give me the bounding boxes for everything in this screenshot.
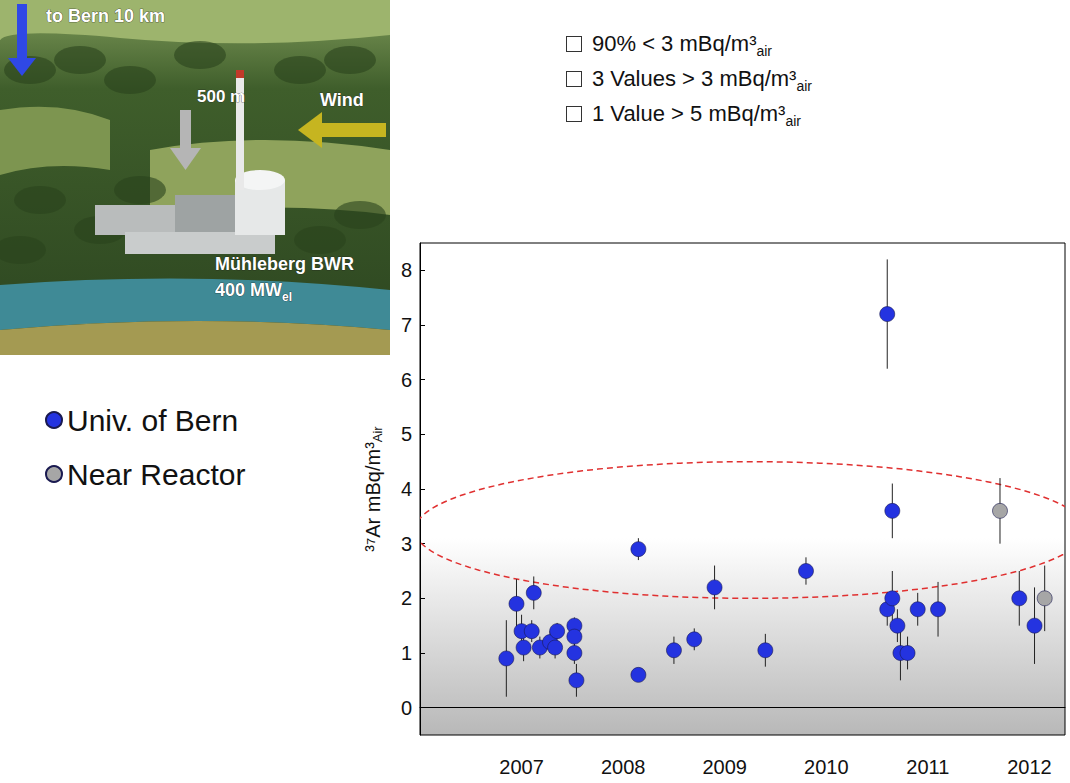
svg-text:2012: 2012 (1007, 756, 1052, 778)
svg-text:³⁷Ar mBq/m³: ³⁷Ar mBq/m³ (362, 442, 384, 552)
svg-text:500 m: 500 m (197, 87, 245, 106)
svg-text:Univ. of Bern: Univ. of Bern (67, 404, 238, 437)
svg-text:Air: Air (370, 426, 385, 443)
svg-text:1: 1 (401, 642, 412, 664)
svg-text:2010: 2010 (804, 756, 849, 778)
svg-text:to Bern 10 km: to Bern 10 km (46, 6, 165, 26)
svg-text:8: 8 (401, 259, 412, 281)
svg-text:Mühleberg BWR: Mühleberg BWR (215, 254, 354, 274)
svg-text:7: 7 (401, 314, 412, 336)
svg-text:2008: 2008 (601, 756, 646, 778)
svg-text:0: 0 (401, 697, 412, 719)
svg-text:Wind: Wind (320, 90, 364, 110)
svg-text:2011: 2011 (906, 756, 949, 778)
html-text:3 Values > 3 mBq/m³air: 3 Values > 3 mBq/m³air (592, 66, 812, 95)
svg-text:Near Reactor: Near Reactor (67, 458, 245, 491)
html-text:90% < 3 mBq/m³air: 90% < 3 mBq/m³air (592, 31, 772, 60)
svg-text:2: 2 (401, 587, 412, 609)
html-text:1 Value > 5 mBq/m³air: 1 Value > 5 mBq/m³air (592, 101, 801, 130)
svg-text:2007: 2007 (499, 756, 544, 778)
svg-text:2009: 2009 (702, 756, 747, 778)
svg-text:4: 4 (401, 478, 412, 500)
svg-text:3: 3 (401, 533, 412, 555)
svg-text:400 MWel: 400 MWel (215, 280, 292, 304)
svg-text:5: 5 (401, 423, 412, 445)
svg-text:6: 6 (401, 369, 412, 391)
